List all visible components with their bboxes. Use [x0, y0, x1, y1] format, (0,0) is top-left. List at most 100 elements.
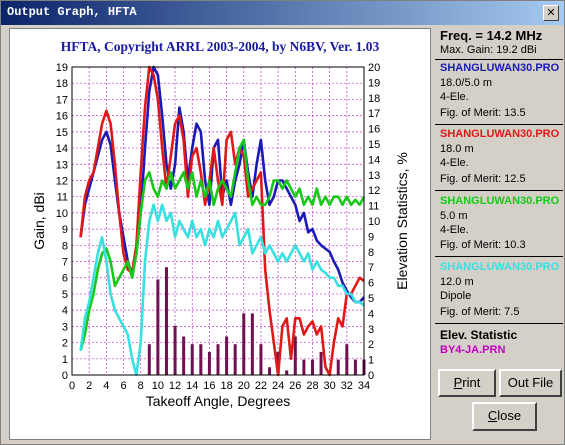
elevation-stat-bar [242, 313, 246, 375]
elevation-chart: HFTA, Copyright ARRL 2003-2004, by N6BV,… [31, 39, 410, 409]
elevation-statistic-title: Elev. Statistic [440, 328, 518, 342]
elevation-stat-bar [225, 336, 229, 375]
print-mnemonic: P [453, 375, 463, 390]
y-tick-label: 19 [56, 62, 68, 74]
y-tick-label: 14 [56, 143, 68, 155]
elevation-stat-bar [156, 279, 160, 375]
antenna-2-type: 4-Ele. [440, 157, 469, 169]
y-tick-label: 16 [56, 111, 68, 123]
y-tick-label: 18 [56, 78, 68, 90]
y-tick-label: 10 [56, 208, 68, 220]
y2-tick-label: 9 [368, 231, 374, 243]
x-tick-label: 0 [69, 380, 75, 392]
window-title: Output Graph, HFTA [7, 5, 137, 19]
title-bar[interactable]: Output Graph, HFTA ✕ [1, 1, 564, 25]
elevation-stat-bar [207, 351, 211, 375]
antenna-2-merit: Fig. of Merit: 12.5 [440, 173, 526, 185]
x-tick-label: 14 [186, 380, 198, 392]
y-tick-label: 2 [62, 338, 68, 350]
y2-tick-label: 4 [368, 308, 374, 320]
antenna-4-type: Dipole [440, 290, 472, 302]
antenna-1-height: 18.0/5.0 m [440, 77, 492, 89]
y-tick-label: 15 [56, 127, 68, 139]
y2-tick-label: 19 [368, 77, 380, 89]
elevation-file-name: BY4-JA.PRN [440, 344, 506, 356]
elevation-stat-bar [302, 359, 306, 375]
close-window-button[interactable]: ✕ [543, 5, 559, 21]
elevation-stat-bar [268, 367, 272, 375]
y2-axis-label: Elevation Statistics, % [394, 152, 410, 290]
print-label-rest: rint [462, 375, 481, 390]
x-tick-label: 18 [220, 380, 232, 392]
y2-tick-label: 16 [368, 124, 380, 136]
antenna-2-height: 18.0 m [440, 143, 474, 155]
x-tick-label: 16 [203, 380, 215, 392]
elevation-stat-bar [353, 359, 357, 375]
antenna-3-name: SHANGLUWAN30.PRO [440, 195, 560, 207]
antenna-3-height: 5.0 m [440, 210, 468, 222]
y-tick-label: 8 [62, 240, 68, 252]
elevation-stat-bar [310, 359, 314, 375]
x-tick-label: 20 [238, 380, 250, 392]
x-tick-label: 6 [120, 380, 126, 392]
gain-series-line-3 [79, 138, 366, 352]
elevation-stat-bar [173, 325, 177, 375]
gain-series-line-4 [79, 203, 365, 377]
elevation-stat-bar [182, 336, 186, 375]
x-tick-label: 4 [103, 380, 109, 392]
frequency-label: Freq. = 14.2 MHz [440, 28, 543, 43]
antenna-4-name: SHANGLUWAN30.PRO [440, 261, 560, 273]
gain-series-line-1 [79, 65, 365, 304]
antenna-3-type: 4-Ele. [440, 224, 469, 236]
y-tick-label: 7 [62, 257, 68, 269]
x-tick-label: 28 [306, 380, 318, 392]
plot-frame [71, 66, 365, 376]
elevation-stat-bar [233, 344, 237, 375]
y-tick-label: 11 [57, 192, 68, 204]
y2-tick-label: 1 [368, 355, 374, 367]
x-tick-label: 2 [86, 380, 92, 392]
y2-tick-label: 7 [368, 262, 374, 274]
y2-tick-label: 10 [368, 216, 380, 228]
elevation-stat-bar [164, 267, 168, 375]
print-button[interactable]: Print [438, 369, 496, 397]
close-button[interactable]: Close [472, 402, 537, 431]
y-tick-label: 4 [62, 305, 68, 317]
gain-series-line-2 [79, 65, 365, 377]
y2-tick-label: 2 [368, 339, 374, 351]
y-tick-label: 12 [56, 175, 68, 187]
antenna-4-merit: Fig. of Merit: 7.5 [440, 306, 520, 318]
elevation-stat-bar [285, 370, 289, 375]
antenna-2-name: SHANGLUWAN30.PRO [440, 128, 560, 140]
x-tick-label: 12 [169, 380, 181, 392]
elevation-stat-bar [147, 344, 151, 375]
y-tick-label: 13 [56, 159, 68, 171]
graph-area: HFTA, Copyright ARRL 2003-2004, by N6BV,… [9, 28, 431, 440]
y2-tick-label: 3 [368, 324, 374, 336]
y-axis-label: Gain, dBi [31, 192, 47, 250]
y-tick-label: 3 [62, 321, 68, 333]
elevation-stat-bar [216, 344, 220, 375]
antenna-4-height: 12.0 m [440, 276, 474, 288]
separator [435, 124, 563, 125]
x-tick-label: 24 [272, 380, 284, 392]
x-tick-label: 26 [289, 380, 301, 392]
x-axis-label: Takeoff Angle, Degrees [146, 393, 291, 409]
x-tick-label: 34 [358, 380, 370, 392]
x-tick-label: 22 [255, 380, 267, 392]
elevation-stat-bar [190, 344, 194, 375]
y-tick-label: 6 [62, 273, 68, 285]
out-file-button[interactable]: Out File [499, 369, 562, 397]
antenna-3-merit: Fig. of Merit: 10.3 [440, 239, 526, 251]
separator [435, 59, 563, 60]
y2-tick-label: 17 [368, 108, 380, 120]
x-tick-label: 32 [341, 380, 353, 392]
y-tick-label: 17 [56, 94, 68, 106]
y2-tick-label: 0 [368, 370, 374, 382]
y2-tick-label: 18 [368, 93, 380, 105]
y2-tick-label: 15 [368, 139, 380, 151]
y2-tick-label: 6 [368, 278, 374, 290]
close-mnemonic: C [487, 408, 498, 423]
x-tick-label: 8 [138, 380, 144, 392]
